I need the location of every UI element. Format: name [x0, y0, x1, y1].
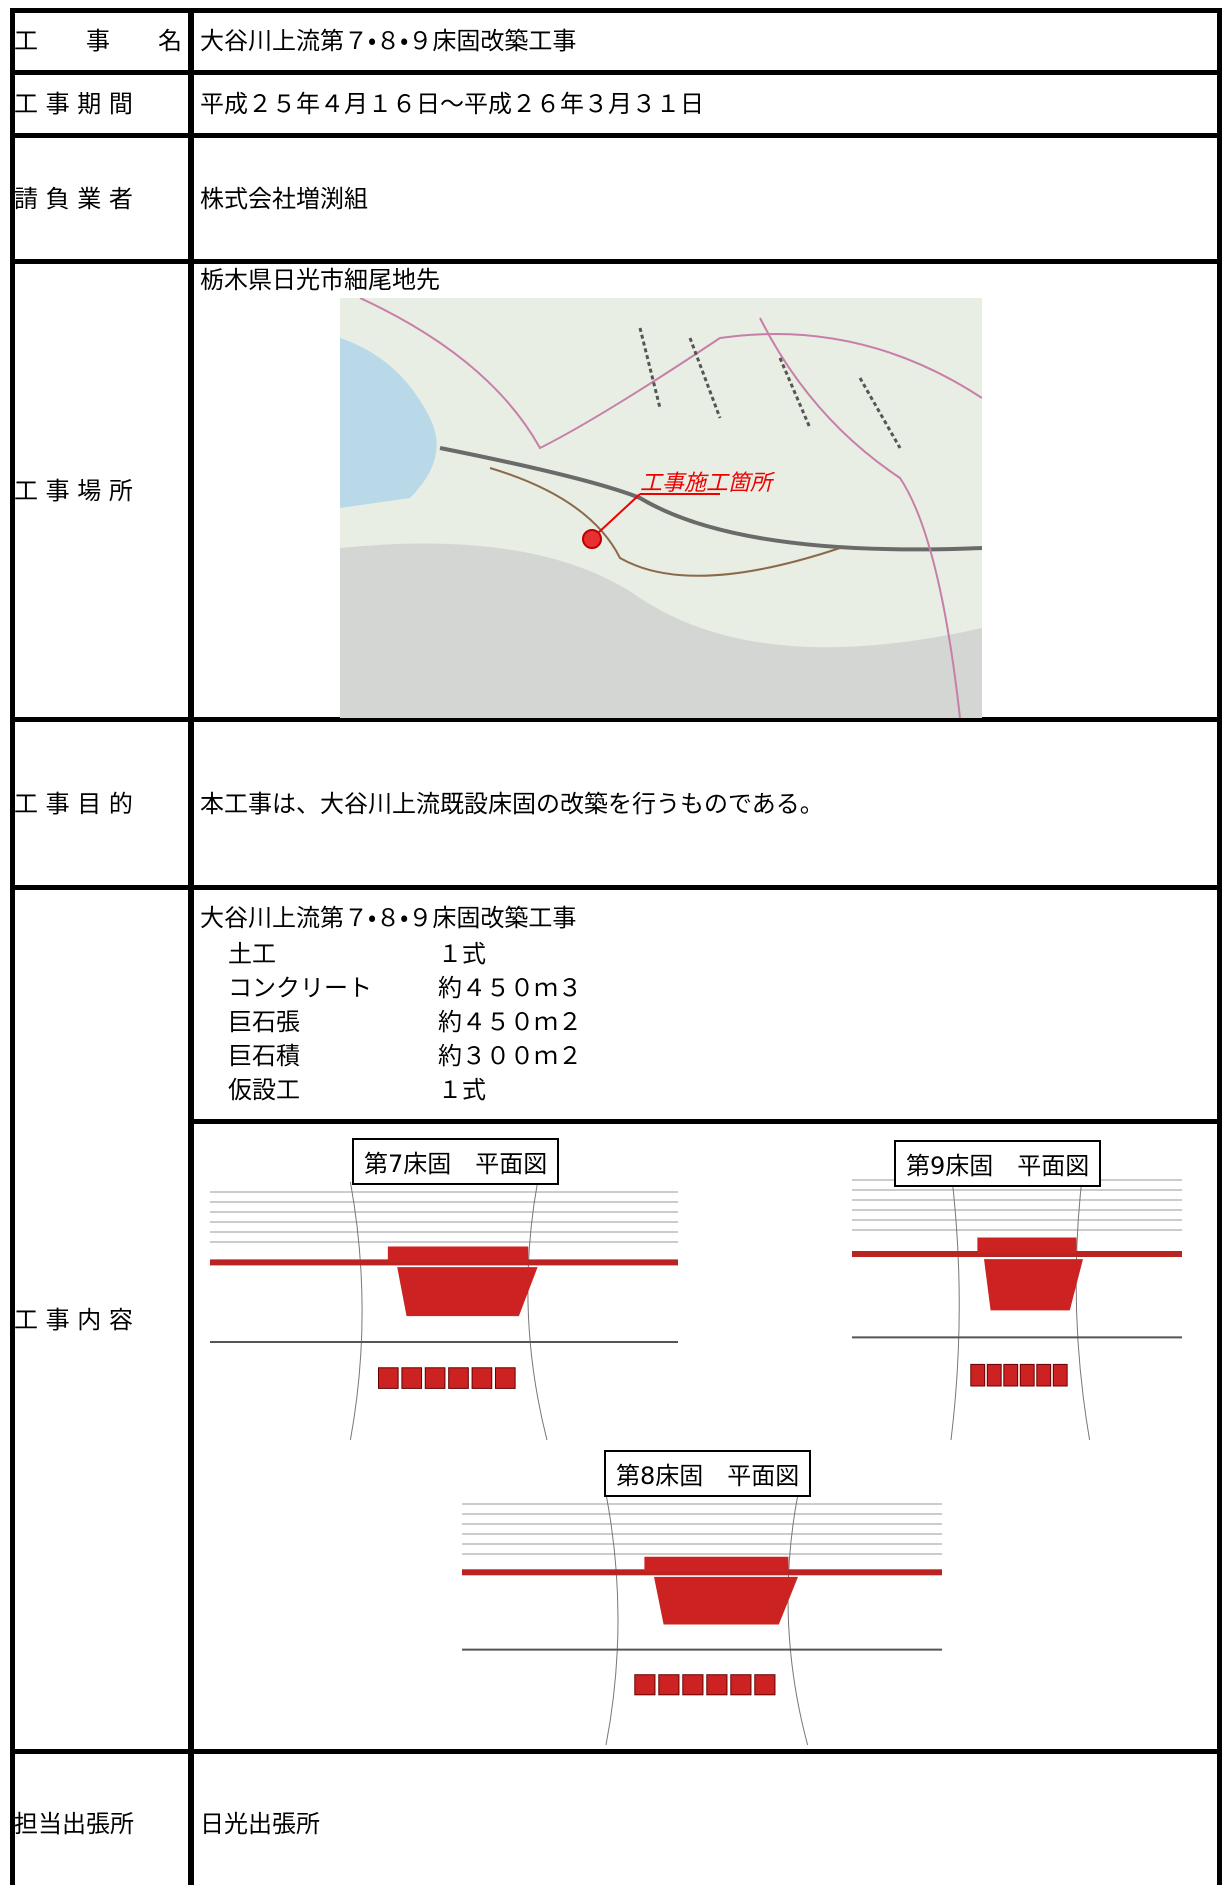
item-quantity: １式 — [438, 1076, 486, 1104]
border — [10, 1749, 1222, 1754]
label: 工 事 目 的 — [14, 790, 133, 818]
value: 株式会社増渕組 — [200, 185, 368, 213]
drawing — [210, 1182, 678, 1440]
drawing — [462, 1494, 942, 1745]
label: 工 事 期 間 — [14, 90, 133, 118]
label: 工 事 内 容 — [14, 1306, 133, 1334]
label: 工 事 名 — [14, 27, 182, 55]
drawing-title: 第9床固 平面図 — [894, 1140, 1102, 1187]
value: 大谷川上流第７・８・９床固改築工事 — [200, 27, 577, 55]
border — [188, 8, 194, 1885]
border — [10, 8, 1222, 13]
item-quantity: 約４５０ｍ３ — [438, 974, 582, 1002]
map-marker: 工事施工箇所 — [640, 471, 773, 496]
label: 工 事 場 所 — [14, 477, 133, 505]
border — [10, 133, 1222, 138]
value: 平成２５年４月１６日～平成２６年３月３１日 — [200, 90, 704, 118]
border — [10, 885, 1222, 890]
label: 担当出張所 — [14, 1810, 134, 1838]
content-title: 大谷川上流第７・８・９床固改築工事 — [200, 904, 577, 932]
item-name: 仮設工 — [228, 1076, 300, 1104]
border — [10, 8, 15, 1885]
item-quantity: １式 — [438, 940, 486, 968]
value: 日光出張所 — [200, 1810, 320, 1838]
item-name: 土工 — [228, 940, 276, 968]
value: 栃木県日光市細尾地先 — [200, 266, 440, 294]
drawing-title: 第8床固 平面図 — [604, 1450, 812, 1497]
item-name: コンクリート — [228, 974, 372, 1002]
label: 請 負 業 者 — [14, 185, 133, 213]
border — [10, 717, 1222, 722]
item-name: 巨石張 — [228, 1008, 300, 1036]
value: 本工事は、大谷川上流既設床固の改築を行うものである。 — [200, 790, 824, 818]
item-name: 巨石積 — [228, 1042, 300, 1070]
item-quantity: 約４５０ｍ２ — [438, 1008, 582, 1036]
border — [10, 259, 1222, 264]
drawing — [852, 1170, 1182, 1440]
border — [188, 1119, 1222, 1124]
border — [10, 70, 1222, 75]
map — [340, 298, 982, 718]
border — [1217, 8, 1222, 1885]
item-quantity: 約３００ｍ２ — [438, 1042, 582, 1070]
drawing-title: 第7床固 平面図 — [352, 1138, 560, 1185]
